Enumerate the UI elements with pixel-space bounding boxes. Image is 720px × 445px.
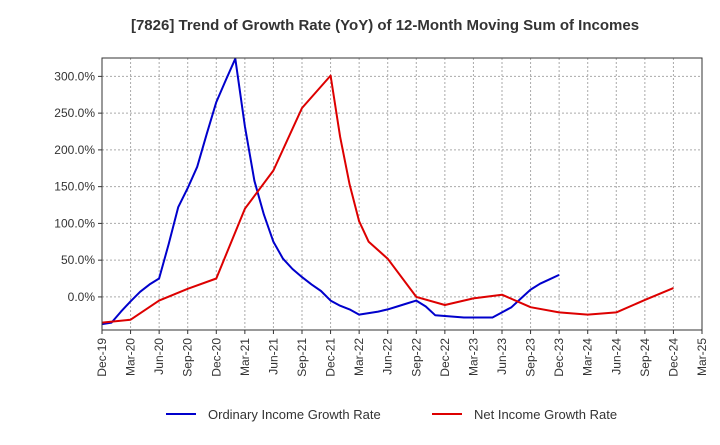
x-tick-label: Jun-23 <box>495 338 509 375</box>
y-tick-label: 150.0% <box>54 180 95 194</box>
x-tick-label: Sep-23 <box>524 338 538 377</box>
grid-lines <box>101 58 703 330</box>
series-line <box>101 74 674 324</box>
legend-label: Ordinary Income Growth Rate <box>208 407 381 422</box>
legend-label: Net Income Growth Rate <box>474 407 617 422</box>
y-axis-ticks: 0.0% 50.0% 100.0% 150.0% 200.0% 250.0% 300.0% <box>54 69 102 304</box>
x-tick-label: Dec-22 <box>438 338 452 377</box>
x-tick-label: Dec-24 <box>666 338 680 377</box>
x-tick-label: Sep-20 <box>181 338 195 377</box>
x-tick-label: Jun-21 <box>266 338 280 375</box>
x-tick-label: Jun-20 <box>152 338 166 375</box>
x-tick-label: Sep-22 <box>409 338 423 377</box>
y-tick-label: 50.0% <box>61 253 95 267</box>
x-tick-label: Dec-20 <box>209 338 223 377</box>
x-tick-label: Mar-20 <box>124 338 138 376</box>
y-tick-label: 200.0% <box>54 143 95 157</box>
y-tick-label: 300.0% <box>54 69 95 83</box>
y-tick-label: 100.0% <box>54 216 95 230</box>
x-tick-label: Mar-21 <box>238 338 252 376</box>
x-axis-ticks: Dec-19 Mar-20 Jun-20 Sep-20 Dec-20 Mar-21 Jun-… <box>95 330 709 377</box>
x-tick-label: Dec-21 <box>324 338 338 377</box>
x-tick-label: Mar-25 <box>695 338 709 376</box>
x-tick-label: Sep-24 <box>638 338 652 377</box>
chart-title: [7826] Trend of Growth Rate (YoY) of 12-… <box>131 17 639 34</box>
x-tick-label: Mar-22 <box>352 338 366 376</box>
x-tick-label: Jun-24 <box>609 338 623 375</box>
x-tick-label: Dec-23 <box>552 338 566 377</box>
series-lines <box>101 57 674 326</box>
plot-area-frame <box>101 57 703 331</box>
x-tick-label: Sep-21 <box>295 338 309 377</box>
legend: Ordinary Income Growth Rate Net Income Gr… <box>166 407 617 422</box>
x-tick-label: Jun-22 <box>381 338 395 375</box>
x-tick-label: Dec-19 <box>95 338 109 377</box>
y-tick-label: 250.0% <box>54 106 95 120</box>
series-line <box>101 57 560 326</box>
x-tick-label: Mar-24 <box>581 338 595 376</box>
x-tick-label: Mar-23 <box>466 338 480 376</box>
y-tick-label: 0.0% <box>68 290 96 304</box>
